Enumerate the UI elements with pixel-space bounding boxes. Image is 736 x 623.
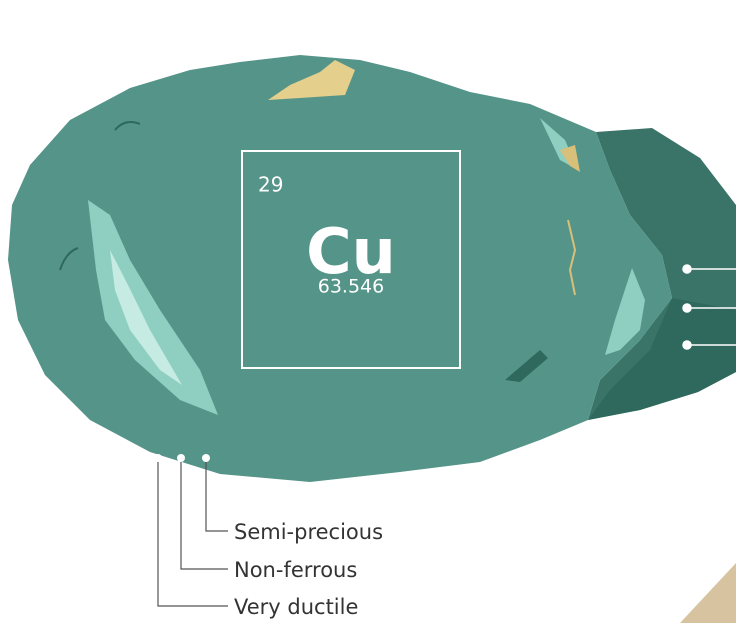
page: 29 Cu 63.546 Semi-precious Non-ferrous V…: [0, 0, 736, 623]
property-label: Non-ferrous: [234, 558, 357, 582]
property-label: Very ductile: [234, 595, 358, 619]
atomic-number: 29: [258, 173, 283, 197]
atomic-mass: 63.546: [318, 276, 384, 298]
bottom-leaders: [158, 458, 228, 606]
corner-shape: [680, 563, 736, 623]
copper-illustration: 29 Cu 63.546 Semi-precious Non-ferrous V…: [0, 0, 736, 623]
property-label: Semi-precious: [234, 520, 383, 544]
